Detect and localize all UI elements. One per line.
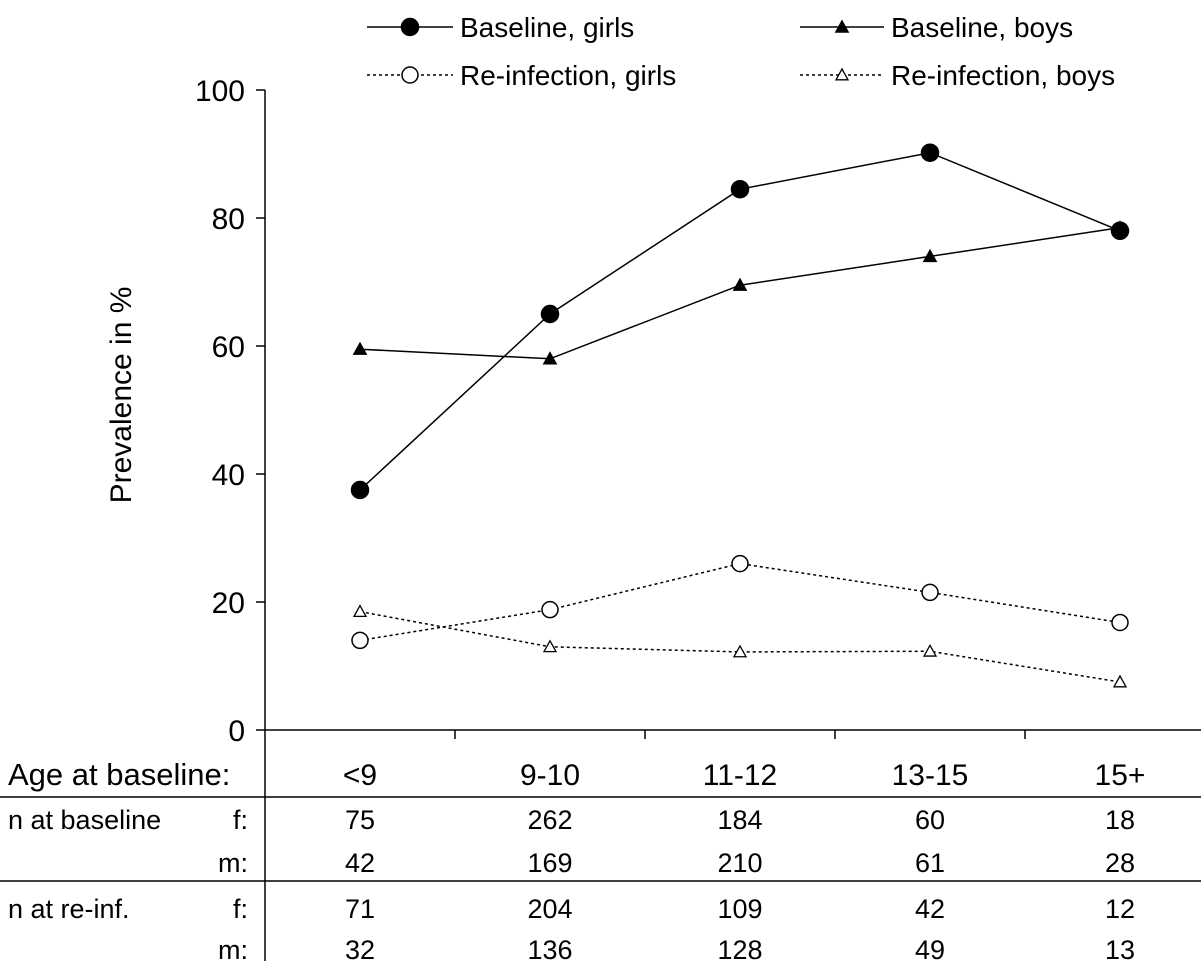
data-point xyxy=(730,179,750,199)
y-axis-label: Prevalence in % xyxy=(105,287,138,504)
sex-label: m: xyxy=(218,935,248,961)
legend-label: Baseline, girls xyxy=(460,12,634,43)
legend-item: Baseline, girls xyxy=(367,12,634,43)
table-cell: 210 xyxy=(717,848,762,878)
legend-marker xyxy=(834,19,850,33)
data-point xyxy=(1112,220,1128,234)
x-tick-label: 15+ xyxy=(1095,759,1146,792)
data-point xyxy=(921,583,939,602)
table-cell: 42 xyxy=(345,848,375,878)
y-tick-label: 100 xyxy=(195,75,245,108)
y-tick-label: 0 xyxy=(228,715,245,748)
legend-marker xyxy=(400,17,420,37)
data-point xyxy=(922,643,938,657)
y-tick-label: 80 xyxy=(212,203,245,236)
data-point xyxy=(352,341,368,355)
data-point xyxy=(1112,674,1128,688)
x-tick-label: 13-15 xyxy=(892,759,969,792)
table-row: m: 32 136 128 49 13 xyxy=(218,935,1135,961)
table-cell: 128 xyxy=(717,935,762,961)
series-line xyxy=(359,610,1121,683)
sex-label: f: xyxy=(233,805,248,835)
data-point xyxy=(542,639,558,653)
x-tick-label: 11-12 xyxy=(703,759,778,792)
table-cell: 109 xyxy=(717,894,762,924)
table-cell: 262 xyxy=(527,805,572,835)
table-cell: 184 xyxy=(717,805,762,835)
group-label: n at baseline xyxy=(8,805,161,835)
table-group: n at re-inf. f: 71 204 109 42 12 m: 32 136 128 49 13 xyxy=(8,894,1135,961)
x-tick-label: <9 xyxy=(343,759,377,792)
table-cell: 169 xyxy=(527,848,572,878)
table-cell: 42 xyxy=(915,894,945,924)
data-point xyxy=(540,304,560,324)
table-cell: 12 xyxy=(1105,894,1135,924)
x-tick-label: 9-10 xyxy=(520,759,580,792)
table-cell: 75 xyxy=(345,805,375,835)
y-tick-label: 20 xyxy=(212,587,245,620)
data-point xyxy=(352,604,368,618)
group-label: n at re-inf. xyxy=(8,894,130,924)
table-cell: 32 xyxy=(345,935,375,961)
series-layer xyxy=(350,143,1130,688)
table-cell: 204 xyxy=(527,894,572,924)
sex-label: m: xyxy=(218,848,248,878)
table-cell: 61 xyxy=(915,848,945,878)
legend-label: Re-infection, boys xyxy=(891,60,1115,91)
table-cell: 60 xyxy=(915,805,945,835)
legend-item: Baseline, boys xyxy=(800,12,1073,43)
table-cell: 136 xyxy=(527,935,572,961)
legend-item: Re-infection, girls xyxy=(367,60,676,91)
table-cell: 28 xyxy=(1105,848,1135,878)
series-line xyxy=(359,562,1121,642)
data-point xyxy=(732,644,748,658)
data-point xyxy=(731,554,749,573)
sex-label: f: xyxy=(233,894,248,924)
legend-marker xyxy=(401,66,419,84)
series-line xyxy=(359,226,1121,360)
data-point xyxy=(732,277,748,291)
data-point xyxy=(541,600,559,619)
table-row: m: 42 169 210 61 28 xyxy=(218,848,1135,878)
y-tick-label: 40 xyxy=(212,459,245,492)
series-1 xyxy=(352,220,1128,365)
data-point xyxy=(350,480,370,500)
sample-size-table: Age at baseline: <9 9-10 11-12 13-15 15+ n at … xyxy=(0,757,1201,961)
data-point xyxy=(351,631,369,650)
legend: Baseline, girls Baseline, boys Re-infectio… xyxy=(367,12,1115,91)
data-point xyxy=(1111,613,1129,632)
legend-label: Re-infection, girls xyxy=(460,60,676,91)
data-point xyxy=(920,143,940,162)
data-point xyxy=(922,248,938,263)
table-group: n at baseline f: 75 262 184 60 18 m: 42 169 210 61 2… xyxy=(8,805,1135,878)
series-0 xyxy=(350,143,1130,500)
series-2 xyxy=(351,554,1129,650)
table-cell: 49 xyxy=(915,935,945,961)
table-cell: 18 xyxy=(1105,805,1135,835)
table-row: f: 71 204 109 42 12 xyxy=(233,894,1135,924)
table-row: f: 75 262 184 60 18 xyxy=(233,805,1135,835)
age-header-label: Age at baseline: xyxy=(8,757,230,792)
data-point xyxy=(542,351,558,365)
series-line xyxy=(359,151,1121,491)
table-cell: 71 xyxy=(345,894,375,924)
series-3 xyxy=(352,604,1128,688)
legend-marker xyxy=(834,67,850,81)
table-cell: 13 xyxy=(1105,935,1135,961)
y-tick-label: 60 xyxy=(212,331,245,364)
legend-label: Baseline, boys xyxy=(891,12,1073,43)
legend-item: Re-infection, boys xyxy=(800,60,1115,91)
axes: 0 20 40 60 80 100 xyxy=(195,75,1201,961)
